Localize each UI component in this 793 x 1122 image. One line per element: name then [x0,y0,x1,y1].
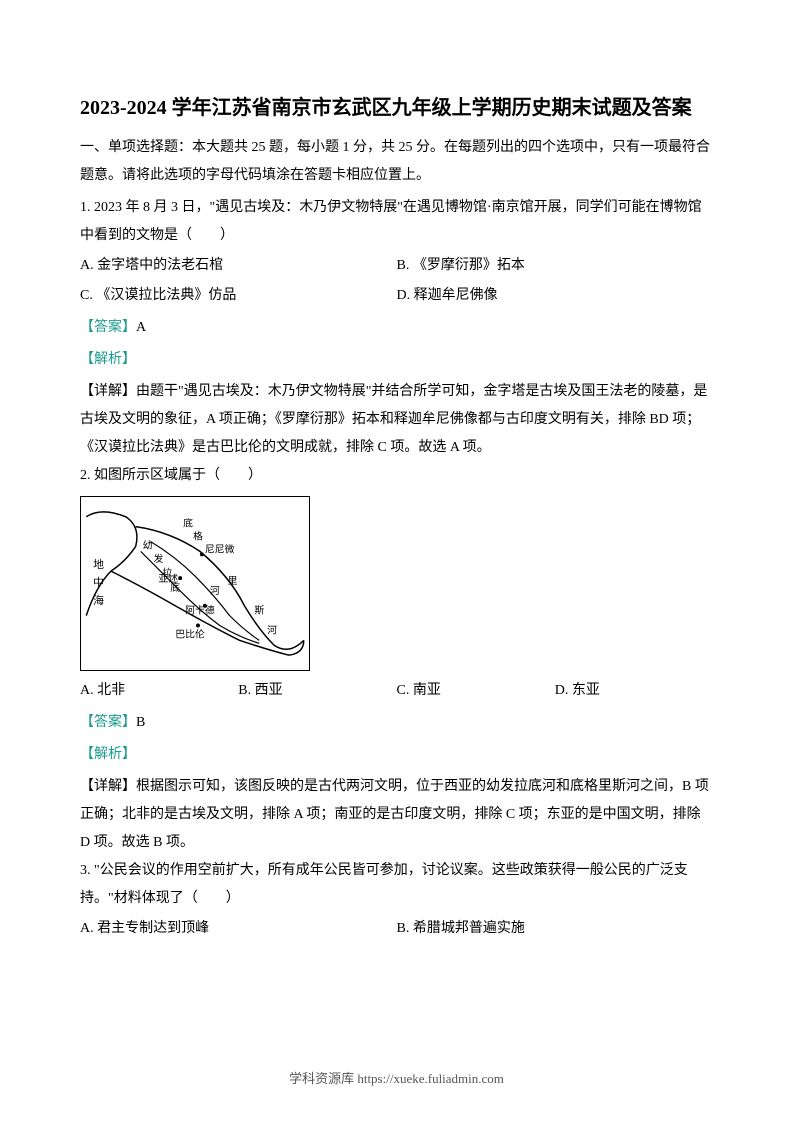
map-label-med2: 中 [93,576,104,589]
map-label-tig3: 里 [228,575,238,587]
q1-option-a: A. 金字塔中的法老石棺 [80,252,397,280]
q1-answer-label: 【答案】 [80,320,136,335]
mesopotamia-map: 地 中 海 幼 发 拉 底 河 底 格 里 斯 河 尼尼微 亚述 阿卡德 巴比伦 [80,496,310,671]
map-label-eup1: 幼 [143,538,153,551]
q2-answer-label: 【答案】 [80,715,136,730]
q1-explanation: 【详解】由题干"遇见古埃及：木乃伊文物特展"并结合所学可知，金字塔是古埃及国王法… [80,378,713,462]
map-label-tig1: 底 [183,517,193,530]
q3-option-a: A. 君主专制达到顶峰 [80,915,397,943]
q2-option-a: A. 北非 [80,677,238,705]
map-svg: 地 中 海 幼 发 拉 底 河 底 格 里 斯 河 尼尼微 亚述 阿卡德 巴比伦 [81,497,309,670]
q1-option-b: B. 《罗摩衍那》拓本 [397,252,714,280]
section-instructions: 一、单项选择题：本大题共 25 题，每小题 1 分，共 25 分。在每题列出的四… [80,134,713,190]
q1-answer-value: A [136,320,146,335]
question-1-text: 1. 2023 年 8 月 3 日，"遇见古埃及：木乃伊文物特展"在遇见博物馆·… [80,194,713,250]
nineveh-marker [200,552,204,556]
map-label-akkad: 阿卡德 [185,604,215,617]
question-3-options-row1: A. 君主专制达到顶峰 B. 希腊城邦普遍实施 [80,915,713,943]
map-label-tig4: 斯 [254,604,264,617]
q2-option-b: B. 西亚 [238,677,396,705]
question-2-text: 2. 如图所示区域属于（ ） [80,462,713,490]
map-label-med1: 地 [93,558,104,571]
q2-analysis-label: 【解析】 [80,741,713,769]
q1-option-d: D. 释迦牟尼佛像 [397,282,714,310]
q3-option-b: B. 希腊城邦普遍实施 [397,915,714,943]
q2-answer-line: 【答案】B [80,709,713,737]
question-3-text: 3. "公民会议的作用空前扩大，所有成年公民皆可参加，讨论议案。这些政策获得一般… [80,857,713,913]
q1-option-c: C. 《汉谟拉比法典》仿品 [80,282,397,310]
q2-option-c: C. 南亚 [397,677,555,705]
map-label-nineveh: 尼尼微 [205,542,235,555]
map-label-tig2: 格 [193,530,203,543]
assur-marker [178,576,182,580]
map-label-tig5: 河 [267,624,277,636]
map-label-eup5: 河 [210,585,220,597]
document-title: 2023-2024 学年江苏省南京市玄武区九年级上学期历史期末试题及答案 [80,90,713,126]
question-1-options-row1: A. 金字塔中的法老石棺 B. 《罗摩衍那》拓本 [80,252,713,280]
page-footer: 学科资源库 https://xueke.fuliadmin.com [0,1068,793,1087]
map-label-assur: 亚述 [158,573,178,585]
q2-option-d: D. 东亚 [555,677,713,705]
map-label-eup2: 发 [153,552,163,565]
q1-analysis-label: 【解析】 [80,346,713,374]
map-label-babylon: 巴比伦 [175,627,205,640]
q2-explanation: 【详解】根据图示可知，该图反映的是古代两河文明，位于西亚的幼发拉底河和底格里斯河… [80,773,713,857]
babylon-marker [196,624,200,628]
question-2-options: A. 北非 B. 西亚 C. 南亚 D. 东亚 [80,677,713,705]
map-label-med3: 海 [93,593,104,607]
q1-answer-line: 【答案】A [80,314,713,342]
question-1-options-row2: C. 《汉谟拉比法典》仿品 D. 释迦牟尼佛像 [80,282,713,310]
q2-answer-value: B [136,715,145,730]
